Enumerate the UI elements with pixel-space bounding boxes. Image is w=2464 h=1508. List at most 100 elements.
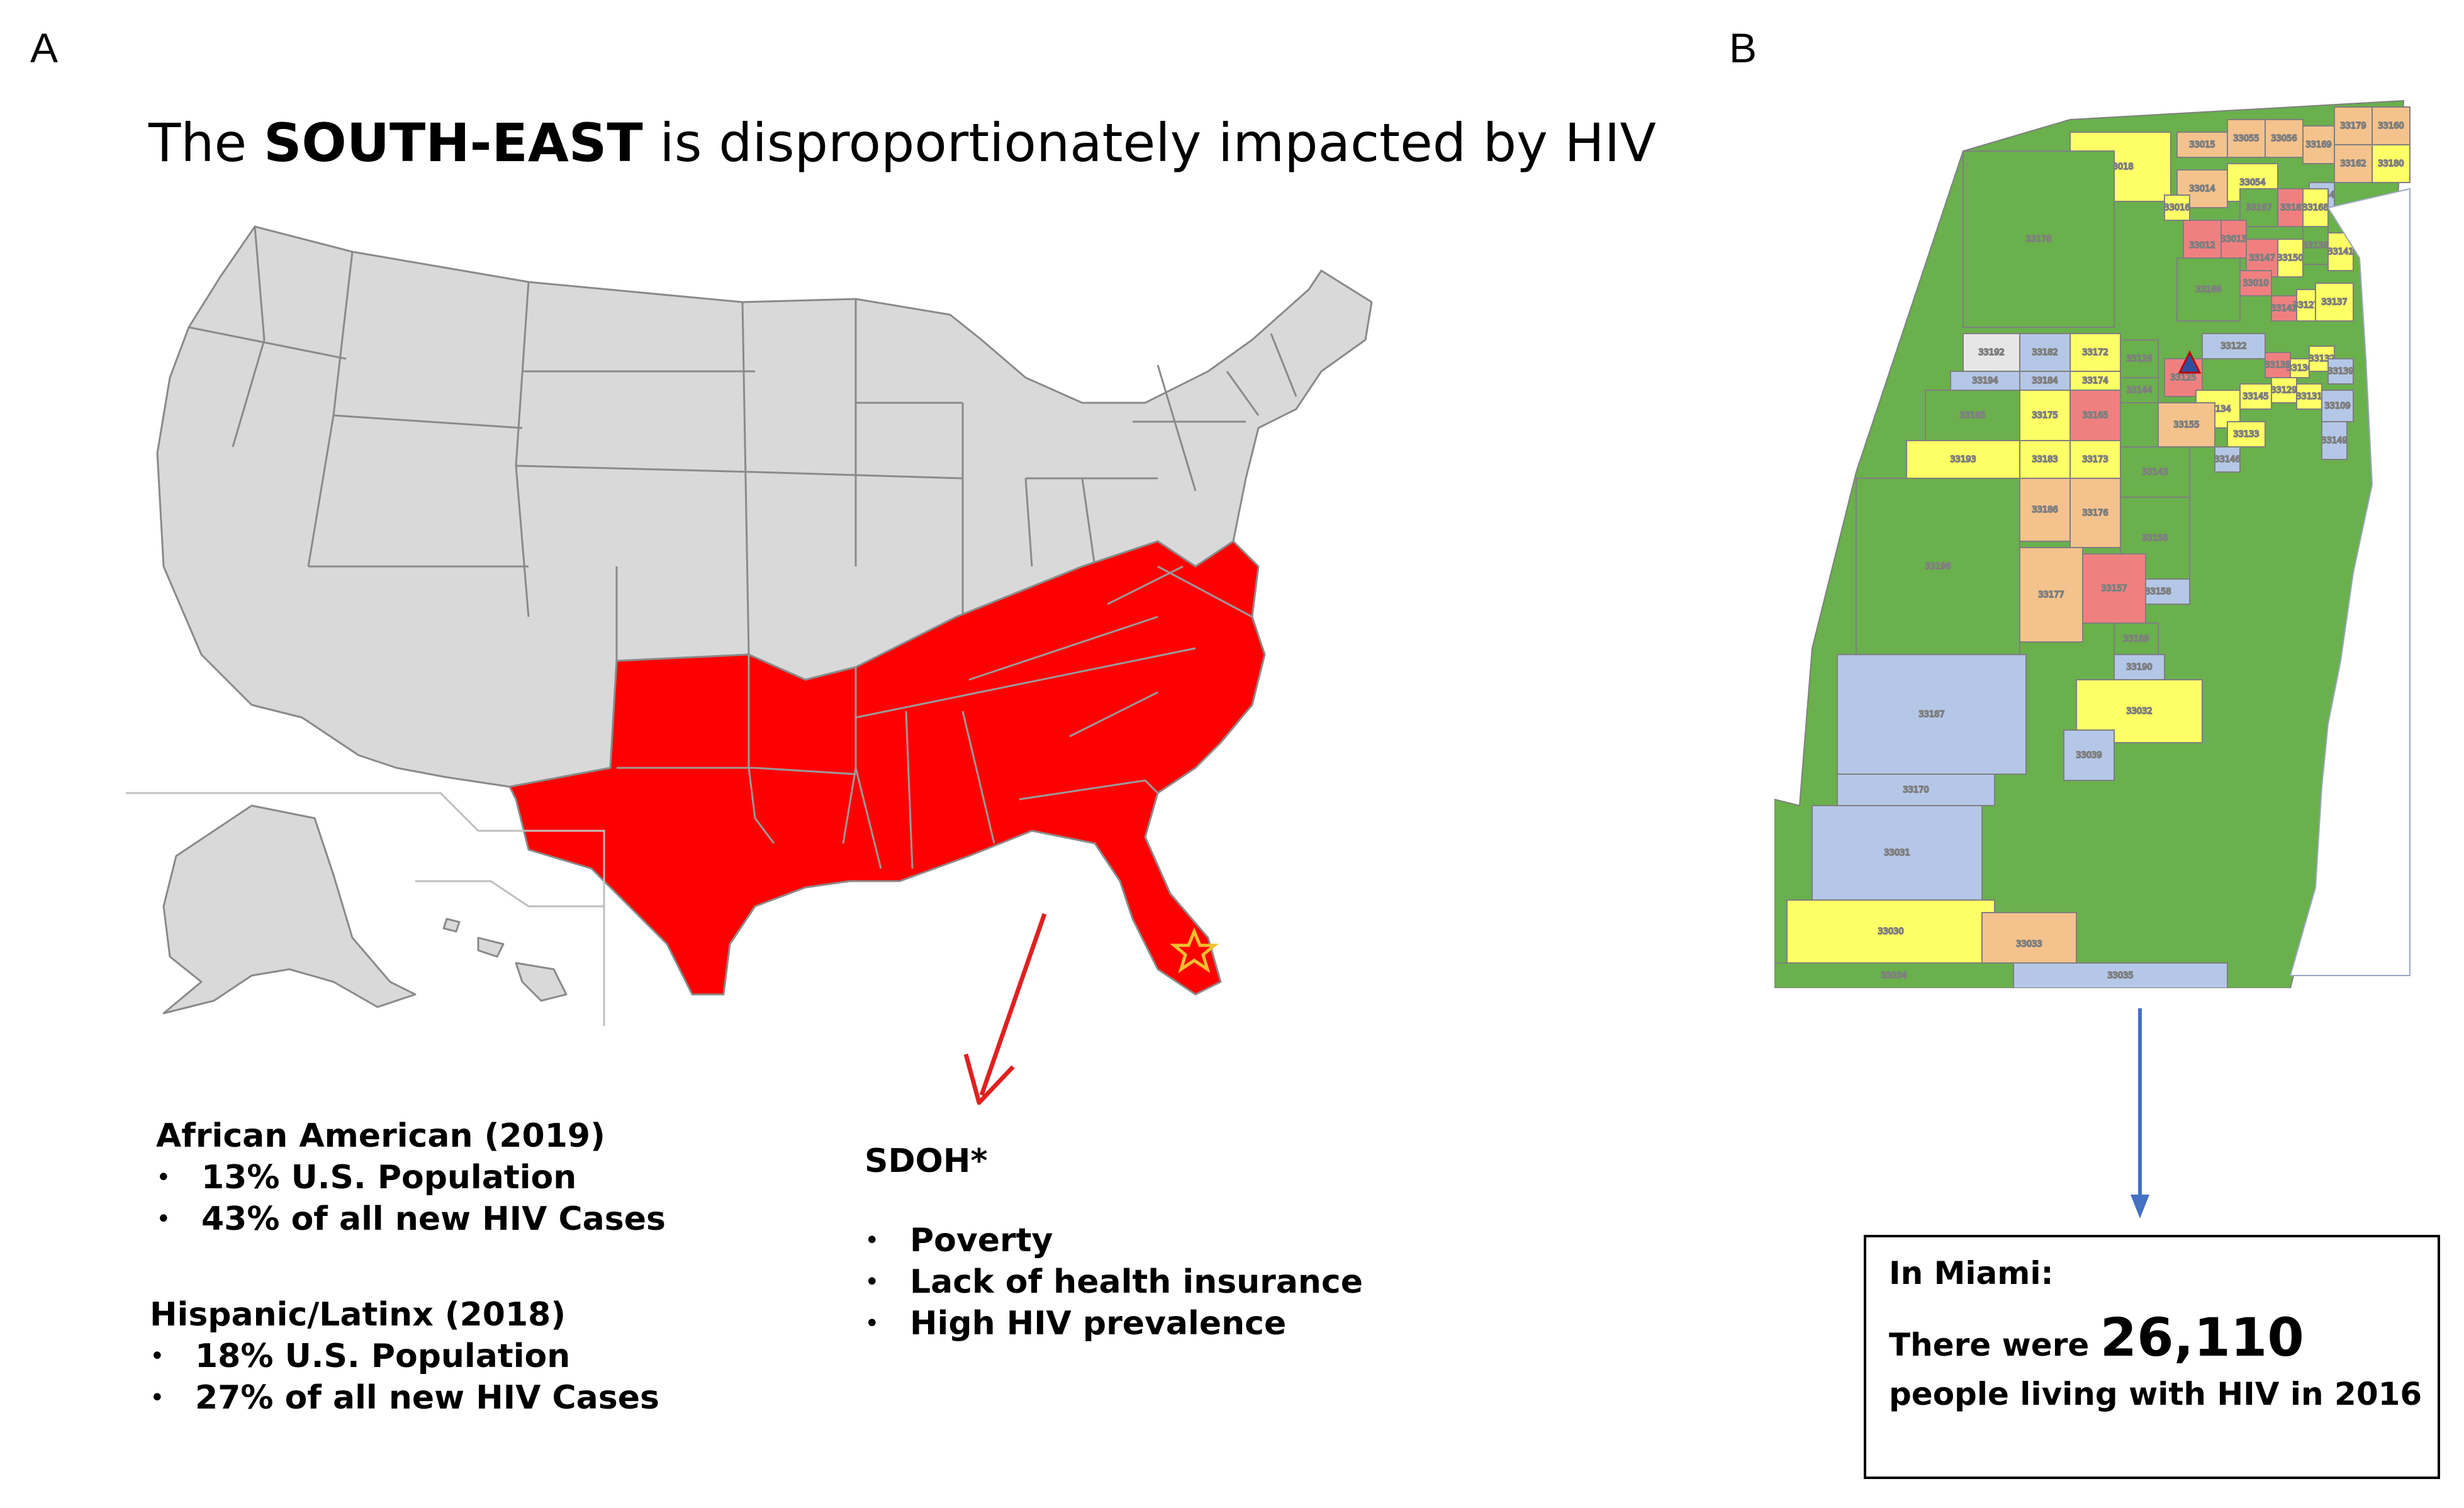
hiv-count: 26,110 [2100, 1307, 2304, 1368]
zip-cell [2271, 377, 2297, 403]
zip-cell [2019, 547, 2083, 643]
list-item: Poverty [865, 1220, 1363, 1261]
zip-label: 33039 [2076, 751, 2102, 760]
zip-label: 33127 [2293, 301, 2319, 310]
title-emphasis: SOUTH-EAST [263, 112, 643, 174]
zip-label: 33014 [2189, 184, 2215, 194]
zip-cell [2202, 333, 2266, 359]
zip-label: 33176 [2082, 509, 2108, 518]
zip-label: 33173 [2082, 455, 2108, 464]
zip-label: 33192 [1978, 348, 2004, 357]
zip-cell [2120, 446, 2190, 498]
sdoh-block: SDOH* Poverty Lack of health insurance H… [865, 1140, 1363, 1344]
triangle-marker-icon [2178, 350, 2202, 374]
zip-cell [2265, 119, 2304, 158]
zip-label: 33032 [2126, 707, 2152, 716]
zip-cell [2114, 654, 2165, 680]
list-item: Lack of health insurance [865, 1261, 1363, 1303]
zip-cell [2302, 125, 2335, 164]
zip-cell [1906, 440, 2020, 479]
zip-label: 33168 [2302, 203, 2328, 213]
zip-label: 33010 [2243, 279, 2268, 288]
southeast-states-red [508, 540, 1266, 996]
zip-label: 33131 [2296, 392, 2322, 402]
zip-cell [2296, 383, 2322, 410]
zip-label: 33165 [2082, 411, 2108, 420]
zip-label: 33133 [2233, 430, 2259, 439]
zip-label: 33178 [2025, 235, 2051, 244]
zip-label: 33177 [2038, 590, 2064, 600]
title-suffix: is disproportionately impacted by HIV [642, 112, 1656, 174]
panel-a-label: A [30, 25, 59, 71]
zip-cell [2239, 270, 2272, 296]
zip-cell [2372, 106, 2411, 145]
zip-cell [2321, 390, 2354, 422]
zip-label: 33054 [2239, 178, 2265, 188]
zip-label: 33141 [2327, 247, 2353, 257]
zip-label: 33016 [2164, 203, 2190, 213]
zip-label: 33179 [2340, 121, 2366, 131]
zip-cell [1786, 899, 1995, 964]
hispanic-latinx-block: Hispanic/Latinx (2018) 18% U.S. Populati… [150, 1294, 659, 1419]
zip-label: 33149 [2321, 436, 2347, 446]
zip-cell [2372, 144, 2411, 183]
zip-label: 33142 [2271, 304, 2297, 313]
zip-label: 33182 [2032, 348, 2058, 357]
page-title: The SOUTH-EAST is disproportionately imp… [148, 112, 1656, 174]
zip-label: 33170 [1903, 785, 1929, 795]
zip-cell [2227, 119, 2266, 158]
callout-prefix: There were [1889, 1327, 2100, 1363]
zip-cell [2277, 239, 2304, 278]
zip-label: 33187 [1918, 710, 1944, 719]
zip-label: 33012 [2189, 241, 2215, 250]
zip-label: 33158 [2145, 587, 2171, 597]
zip-cell [2019, 478, 2071, 542]
zip-label: 33184 [2032, 376, 2058, 386]
zip-label: 33033 [2016, 940, 2042, 949]
zip-label: 33169 [2305, 140, 2331, 150]
list-item: 13% U.S. Population [156, 1157, 666, 1198]
zip-cell [2302, 188, 2329, 227]
zip-cell [2013, 962, 2228, 988]
zip-label: 33055 [2233, 134, 2259, 143]
zip-label: 33109 [2324, 402, 2350, 411]
zip-cell [2321, 421, 2348, 460]
zip-cell [2114, 622, 2159, 655]
zip-label: 33056 [2271, 134, 2297, 143]
zip-label: 33186 [2032, 505, 2058, 515]
zip-cell [2302, 226, 2329, 265]
african-american-heading: African American (2019) [156, 1117, 605, 1155]
zip-label: 33181 [2280, 203, 2306, 213]
zip-cell [2176, 132, 2228, 158]
zip-label: 33175 [2032, 411, 2058, 420]
miami-star-icon [1170, 927, 1219, 973]
list-item: 43% of all new HIV Cases [156, 1198, 666, 1240]
zip-label: 33135 [2265, 361, 2290, 370]
zip-label: 33193 [1950, 455, 1976, 464]
zip-cell [2227, 421, 2266, 447]
zip-cell [2158, 402, 2215, 447]
zip-label: 33144 [2126, 386, 2152, 395]
zip-label: 33030 [1878, 927, 1903, 937]
panel-b-label: B [1729, 25, 1757, 71]
zip-label: 33157 [2101, 584, 2127, 594]
zip-label: 33137 [2321, 298, 2347, 307]
zip-cell [2176, 257, 2241, 322]
zip-label: 33129 [2271, 386, 2297, 395]
zip-label: 33122 [2220, 342, 2246, 351]
zip-cell [2069, 478, 2121, 548]
hawaii [442, 918, 568, 1002]
zip-label: 33155 [2173, 420, 2199, 430]
us-map [126, 225, 1373, 1026]
zip-label: 33015 [2189, 140, 2215, 150]
blue-arrow-icon [2131, 1008, 2149, 1218]
zip-label: 33147 [2249, 254, 2275, 263]
miami-callout-box: In Miami: There were 26,110 people livin… [1864, 1235, 2440, 1479]
zip-cell [2069, 333, 2121, 372]
zip-label: 33035 [2107, 971, 2133, 981]
zip-label: 33183 [2032, 455, 2058, 464]
zip-label: 33034 [1881, 971, 1907, 981]
zip-label: 33196 [1925, 562, 1951, 571]
zip-cell [1837, 774, 1995, 806]
zip-label: 33146 [2214, 455, 2240, 464]
